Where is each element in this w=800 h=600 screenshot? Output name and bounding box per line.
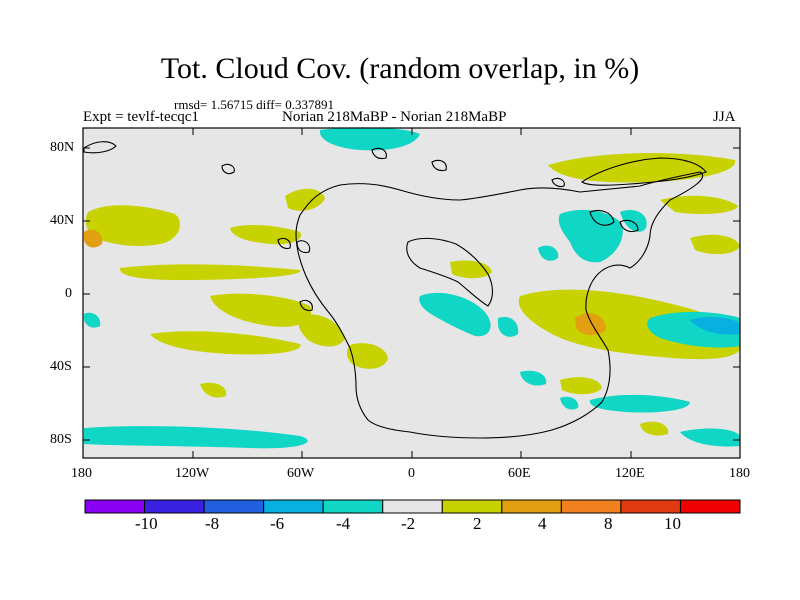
negative-anomaly-patch [84, 312, 101, 328]
lat-label-40s: 40S [50, 359, 72, 374]
colorbar-label: -6 [270, 514, 285, 533]
positive-anomaly-patch [200, 382, 227, 398]
colorbar-swatch [144, 499, 205, 514]
positive-anomaly-patch [119, 264, 301, 280]
positive-anomaly-patch [346, 343, 388, 369]
negative-anomaly-patch [538, 245, 559, 261]
season-label: JJA [713, 109, 736, 125]
positive-anomaly-patch [690, 234, 740, 255]
colorbar-label: -8 [205, 514, 220, 533]
island-coastline [83, 141, 117, 154]
positive-anomaly-patch [150, 331, 301, 355]
positive-anomaly-patch [560, 377, 602, 395]
colorbar-swatch [560, 499, 622, 514]
island-coastline [221, 163, 235, 175]
negative-anomaly-patch [560, 396, 579, 410]
colorbar-label: 10 [664, 514, 681, 533]
colorbar-label: -10 [135, 514, 158, 533]
map-title: Tot. Cloud Cov. (random overlap, in %) [160, 52, 640, 85]
strong-positive-anomaly-patch [575, 313, 606, 336]
negative-anomaly-patch [84, 426, 308, 449]
colorbar-swatch [501, 499, 562, 514]
colorbar-label: 8 [604, 514, 613, 533]
negative-anomaly-patch [419, 292, 491, 337]
colorbar-label: -2 [401, 514, 416, 533]
map-frame [82, 127, 741, 459]
positive-anomaly-patch [660, 195, 738, 214]
lon-label-120w: 120W [175, 466, 210, 481]
positive-anomaly-patch [230, 225, 301, 245]
island-coastline [589, 209, 615, 226]
lon-label-60w: 60W [287, 466, 315, 481]
island-coastline [277, 237, 291, 250]
negative-anomaly-patch [680, 428, 740, 447]
lon-label-120e: 120E [615, 466, 645, 481]
anomaly-fields [84, 127, 740, 449]
lon-label-180w: 180 [71, 466, 92, 481]
colorbar-swatch [620, 499, 681, 514]
colorbar-label: 4 [538, 514, 547, 533]
axis-ticks [83, 128, 740, 458]
colorbar-swatch [679, 499, 741, 514]
colorbar [84, 499, 741, 514]
colorbar-label: -4 [336, 514, 351, 533]
colorbar-swatch [441, 499, 503, 514]
colorbar-swatch [263, 499, 324, 514]
island-coastline [431, 159, 447, 172]
colorbar-swatch [322, 499, 384, 514]
positive-anomaly-patch [640, 421, 669, 436]
run-label: Norian 218MaBP - Norian 218MaBP [282, 109, 507, 125]
negative-anomaly-patch [620, 209, 647, 232]
negative-anomaly-patch [498, 316, 519, 337]
island-coastline [296, 240, 311, 254]
strong-positive-anomaly-patch [84, 229, 103, 248]
negative-anomaly-patch [319, 127, 420, 151]
lon-label-0: 0 [408, 466, 415, 481]
colorbar-swatch [203, 499, 265, 514]
coastlines [83, 141, 707, 439]
colorbar-label: 2 [473, 514, 482, 533]
pangaea-coastline [295, 171, 703, 439]
lat-label-80s: 80S [50, 432, 72, 447]
strong-negative-anomaly-patch [690, 317, 740, 335]
island-coastline [551, 177, 565, 188]
island-coastline [299, 299, 313, 312]
island-coastline [371, 147, 387, 160]
island-coastline [619, 219, 639, 233]
positive-anomaly-patch [285, 188, 325, 211]
experiment-label: Expt = tevlf-tecqc1 [83, 109, 199, 125]
rmsd-diff-stats: rmsd= 1.56715 diff= 0.337891 [174, 97, 334, 112]
lat-label-40n: 40N [50, 213, 75, 228]
positive-anomaly-patch [85, 205, 180, 246]
tethys-coastline [406, 237, 494, 307]
lon-label-60e: 60E [508, 466, 531, 481]
positive-anomaly-patch [298, 314, 345, 347]
positive-anomaly-patch [210, 293, 312, 327]
colorbar-swatch [382, 499, 443, 514]
negative-anomaly-patch [589, 394, 690, 413]
lon-label-180e: 180 [729, 466, 750, 481]
colorbar-swatch [84, 499, 146, 514]
negative-anomaly-patch [558, 209, 623, 263]
negative-anomaly-patch [520, 370, 547, 386]
lat-label-0: 0 [65, 286, 72, 301]
northern-landmass-coastline [581, 157, 707, 186]
lat-label-80n: 80N [50, 140, 75, 155]
